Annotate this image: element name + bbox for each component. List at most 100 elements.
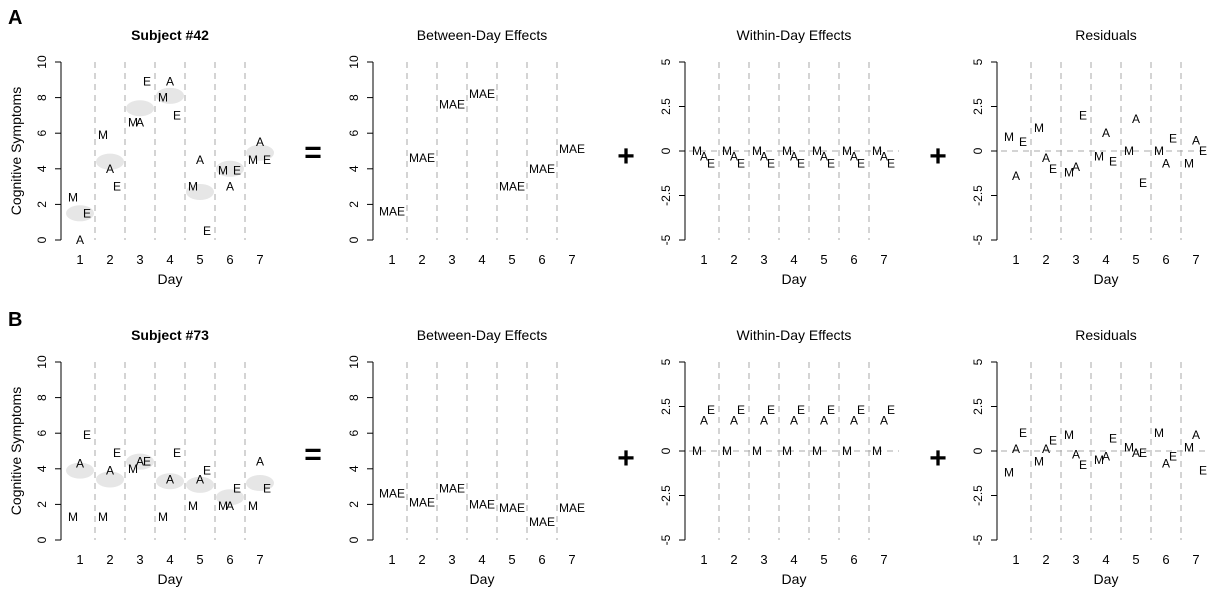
data-point-a: A <box>196 153 204 167</box>
chart-title: Between-Day Effects <box>417 27 547 43</box>
x-axis-title: Day <box>1094 571 1119 587</box>
row-label-b: B <box>8 309 22 331</box>
chart-panel-subject-73-r1: Subject #73 0 2 4 6 8 10 Cognitive Symptoms 1 2 3 4… <box>8 327 274 587</box>
chart-title: Residuals <box>1075 27 1136 43</box>
data-point-a: A <box>760 414 768 428</box>
data-point-mae: MAE <box>379 487 405 501</box>
x-tick-label: 5 <box>196 252 203 267</box>
data-point-e: E <box>1199 464 1207 478</box>
data-point-a: A <box>730 149 738 163</box>
operator-plus-1-row-a: + <box>617 140 635 173</box>
chart-title: Within-Day Effects <box>737 27 852 43</box>
y-tick-label: 6 <box>35 130 49 137</box>
data-point-mae: MAE <box>439 98 465 112</box>
y-tick-label: 6 <box>35 430 49 437</box>
data-point-m: M <box>782 444 792 458</box>
data-point-m: M <box>752 444 762 458</box>
day-mean-blob <box>216 489 244 506</box>
data-point-m: M <box>752 144 762 158</box>
data-point-m: M <box>248 153 258 167</box>
x-tick-label: 6 <box>226 252 233 267</box>
x-tick-label: 1 <box>1012 552 1019 567</box>
data-point-m: M <box>1094 453 1104 467</box>
data-point-m: M <box>68 510 78 524</box>
data-point-e: E <box>767 403 775 417</box>
data-point-a: A <box>730 414 738 428</box>
x-tick-label: 5 <box>1132 552 1139 567</box>
x-tick-label: 1 <box>700 252 707 267</box>
data-point-a: A <box>1012 169 1020 183</box>
x-tick-label: 3 <box>136 252 143 267</box>
day-mean-blob <box>66 462 94 479</box>
y-tick-label: -5 <box>659 534 673 545</box>
data-point-e: E <box>857 403 865 417</box>
y-tick-label: -2.5 <box>659 185 673 206</box>
y-tick-label: 4 <box>35 165 49 172</box>
data-point-mae: MAE <box>409 496 435 510</box>
y-tick-label: 0 <box>971 447 985 454</box>
x-tick-label: 4 <box>1102 252 1109 267</box>
x-axis-title: Day <box>158 271 183 287</box>
x-tick-label: 6 <box>850 252 857 267</box>
data-point-e: E <box>173 446 181 460</box>
x-tick-label: 3 <box>448 552 455 567</box>
data-point-e: E <box>887 156 895 170</box>
data-point-m: M <box>692 444 702 458</box>
x-tick-label: 3 <box>1072 252 1079 267</box>
data-point-a: A <box>700 414 708 428</box>
data-point-a: A <box>1102 126 1110 140</box>
y-tick-label: 4 <box>347 165 361 172</box>
x-axis-title: Day <box>470 571 495 587</box>
day-mean-blob <box>126 453 154 470</box>
day-mean-blob <box>216 160 244 177</box>
data-point-e: E <box>263 481 271 495</box>
x-tick-label: 2 <box>106 552 113 567</box>
data-point-m: M <box>782 144 792 158</box>
data-point-a: A <box>1102 449 1110 463</box>
x-tick-label: 7 <box>568 552 575 567</box>
data-point-m: M <box>872 444 882 458</box>
data-point-m: M <box>812 144 822 158</box>
x-tick-label: 4 <box>478 252 485 267</box>
y-tick-label: 2 <box>347 201 361 208</box>
data-point-m: M <box>1184 440 1194 454</box>
x-tick-label: 4 <box>166 252 173 267</box>
x-tick-label: 6 <box>1162 252 1169 267</box>
data-point-m: M <box>842 444 852 458</box>
data-point-mae: MAE <box>409 151 435 165</box>
y-tick-label: 8 <box>35 394 49 401</box>
data-point-e: E <box>1109 432 1117 446</box>
data-point-e: E <box>143 455 151 469</box>
data-point-e: E <box>1019 135 1027 149</box>
y-tick-label: -5 <box>659 234 673 245</box>
data-point-mae: MAE <box>469 87 495 101</box>
data-point-e: E <box>113 446 121 460</box>
chart-panel-within-day-effects-r0: Within-Day Effects -5 -2.5 0 2.5 5 1 2 3 4 5 6 7 Day M… <box>659 27 899 287</box>
data-point-m: M <box>1154 144 1164 158</box>
data-point-e: E <box>143 75 151 89</box>
data-point-e: E <box>1049 162 1057 176</box>
x-tick-label: 4 <box>1102 552 1109 567</box>
x-tick-label: 4 <box>790 552 797 567</box>
data-point-e: E <box>707 156 715 170</box>
data-point-a: A <box>76 456 84 470</box>
data-point-a: A <box>196 472 204 486</box>
x-tick-label: 5 <box>508 252 515 267</box>
y-tick-label: 2.5 <box>971 398 985 415</box>
x-tick-label: 7 <box>1192 252 1199 267</box>
data-point-a: A <box>1072 448 1080 462</box>
x-tick-label: 7 <box>880 552 887 567</box>
x-tick-label: 5 <box>820 552 827 567</box>
data-point-m: M <box>1184 156 1194 170</box>
data-point-m: M <box>68 190 78 204</box>
day-mean-blob <box>66 205 94 222</box>
data-point-a: A <box>166 75 174 89</box>
data-point-e: E <box>797 156 805 170</box>
data-point-a: A <box>256 135 264 149</box>
x-tick-label: 3 <box>760 552 767 567</box>
y-tick-label: 2.5 <box>971 98 985 115</box>
data-point-m: M <box>128 116 138 130</box>
x-tick-label: 7 <box>880 252 887 267</box>
data-point-mae: MAE <box>439 481 465 495</box>
